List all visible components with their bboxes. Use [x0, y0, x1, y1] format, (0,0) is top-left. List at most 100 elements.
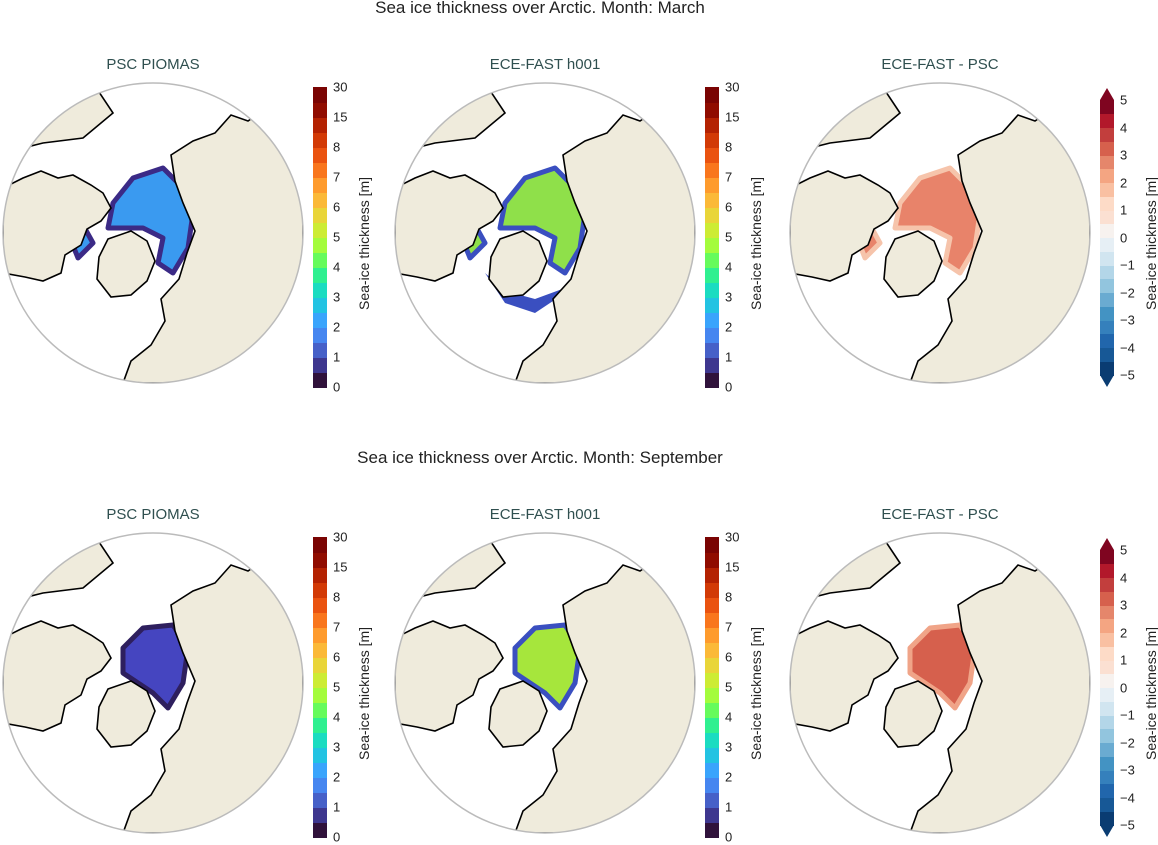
colorbar-segment: [313, 597, 327, 613]
colorbar: −5 −4 −3 −2 −1 0 1 2 3 4 5: [1100, 88, 1135, 387]
land-mass: [908, 102, 1090, 383]
colorbar-segment: [313, 552, 327, 568]
colorbar-tick-label: 2: [725, 319, 733, 335]
land-mass: [488, 230, 548, 298]
colorbar-segment: [1100, 605, 1114, 620]
colorbar-tick-label: 15: [725, 109, 740, 125]
colorbar-tick-label: 1: [1120, 202, 1128, 218]
polar-map: [394, 82, 696, 384]
colorbar-tick-label: 4: [1120, 120, 1128, 135]
colorbar-tick-label: 0: [333, 379, 341, 395]
colorbar-segment: [705, 537, 719, 553]
colorbar-segment: [705, 102, 719, 118]
land-mass: [395, 170, 504, 282]
colorbar-segment: [1100, 770, 1114, 785]
colorbar-segment: [705, 237, 719, 253]
colorbar-segment: [313, 822, 327, 838]
colorbar-tick-label: 4: [333, 709, 341, 725]
colorbar-segment: [705, 642, 719, 658]
sea-ice-field: [907, 622, 978, 711]
colorbar-segment: [705, 162, 719, 178]
polar-map: [789, 82, 1091, 384]
panel-title: PSC PIOMAS: [106, 506, 200, 523]
colorbar-segment: [705, 207, 719, 223]
colorbar-tick-label: 7: [333, 619, 341, 635]
colorbar-segment: [1100, 141, 1114, 156]
colorbar-segment: [705, 552, 719, 568]
colorbar-tick-label: 3: [725, 289, 733, 305]
colorbar-segment: [1100, 278, 1114, 293]
colorbar-segment: [705, 657, 719, 673]
colorbar-tick-label: 0: [333, 829, 341, 845]
colorbar-label: Sea-ice thickness [m]: [748, 626, 764, 760]
colorbar-segment: [705, 627, 719, 643]
colorbar-segment: [313, 102, 327, 118]
colorbar-segment: [705, 327, 719, 343]
colorbar-tick-label: −3: [1120, 762, 1135, 778]
colorbar-segment: [705, 612, 719, 628]
colorbar-tick-label: −1: [1120, 257, 1135, 273]
colorbar-tick-label: 8: [333, 139, 341, 155]
colorbar-tick-label: 6: [333, 199, 341, 215]
polar-map: [394, 532, 696, 834]
colorbar-segment: [705, 87, 719, 103]
colorbar-tick-label: 30: [333, 79, 348, 95]
colorbar-tick-label: −2: [1120, 735, 1135, 750]
colorbar-tick-label: −5: [1120, 367, 1135, 383]
map-boundary: [2, 82, 304, 384]
colorbar: 0 1 2 3 4 5 6 7 8 15 30: [313, 530, 347, 845]
colorbar-tick-label: 2: [1120, 625, 1128, 640]
sea-ice-field: [120, 622, 191, 711]
colorbar-segment: [1100, 756, 1114, 771]
colorbar-segment: [313, 807, 327, 823]
land-mass: [3, 170, 112, 282]
colorbar-segment: [313, 537, 327, 553]
colorbar-segment: [313, 282, 327, 298]
colorbar-segment: [705, 132, 719, 148]
map-boundary: [394, 532, 696, 834]
colorbar-segment: [1100, 797, 1114, 812]
colorbar-segment: [1100, 237, 1114, 252]
colorbar-segment: [1100, 333, 1114, 348]
colorbar-tick-label: 5: [333, 679, 341, 695]
land-mass: [488, 680, 548, 748]
land-mass: [883, 680, 943, 748]
colorbar-tick-label: 2: [333, 769, 341, 785]
panel-title: PSC PIOMAS: [106, 56, 200, 73]
colorbar: 0 1 2 3 4 5 6 7 8 15 30: [313, 80, 347, 395]
colorbar-segment: [705, 702, 719, 718]
colorbar-segment: [313, 312, 327, 328]
colorbar-segment: [705, 717, 719, 733]
colorbar-extend-min: [1100, 375, 1114, 387]
colorbar: 0 1 2 3 4 5 6 7 8 15 30: [705, 80, 739, 395]
colorbar-segment: [1100, 182, 1114, 197]
colorbar-segment: [313, 252, 327, 268]
colorbar-tick-label: 6: [333, 649, 341, 665]
colorbar-segment: [1100, 155, 1114, 170]
colorbar-segment: [1100, 292, 1114, 307]
panel-title: ECE-FAST h001: [489, 56, 601, 73]
colorbar-tick-label: 15: [333, 559, 348, 575]
colorbar-segment: [313, 222, 327, 238]
colorbar-segment: [1100, 113, 1114, 128]
colorbar-segment: [1100, 320, 1114, 335]
map-boundary: [394, 82, 696, 384]
colorbar-tick-label: 5: [725, 229, 733, 245]
colorbar-segment: [1100, 251, 1114, 266]
colorbar-segment: [313, 267, 327, 283]
colorbar-segment: [1100, 811, 1114, 826]
colorbar-tick-label: 3: [333, 289, 341, 305]
colorbar-segment: [705, 567, 719, 583]
colorbar-label: Sea-ice thickness [m]: [1143, 626, 1158, 760]
colorbar-segment: [313, 162, 327, 178]
colorbar-extend-min: [1100, 825, 1114, 837]
colorbar-segment: [313, 612, 327, 628]
colorbar-tick-label: 0: [725, 829, 733, 845]
colorbar-tick-label: 5: [725, 679, 733, 695]
colorbar-tick-label: 1: [333, 349, 341, 365]
land-mass: [513, 552, 695, 833]
colorbar-segment: [1100, 742, 1114, 757]
colorbar-tick-label: 30: [725, 529, 740, 545]
colorbar-tick-label: −4: [1120, 340, 1135, 355]
colorbar-segment: [1100, 265, 1114, 280]
